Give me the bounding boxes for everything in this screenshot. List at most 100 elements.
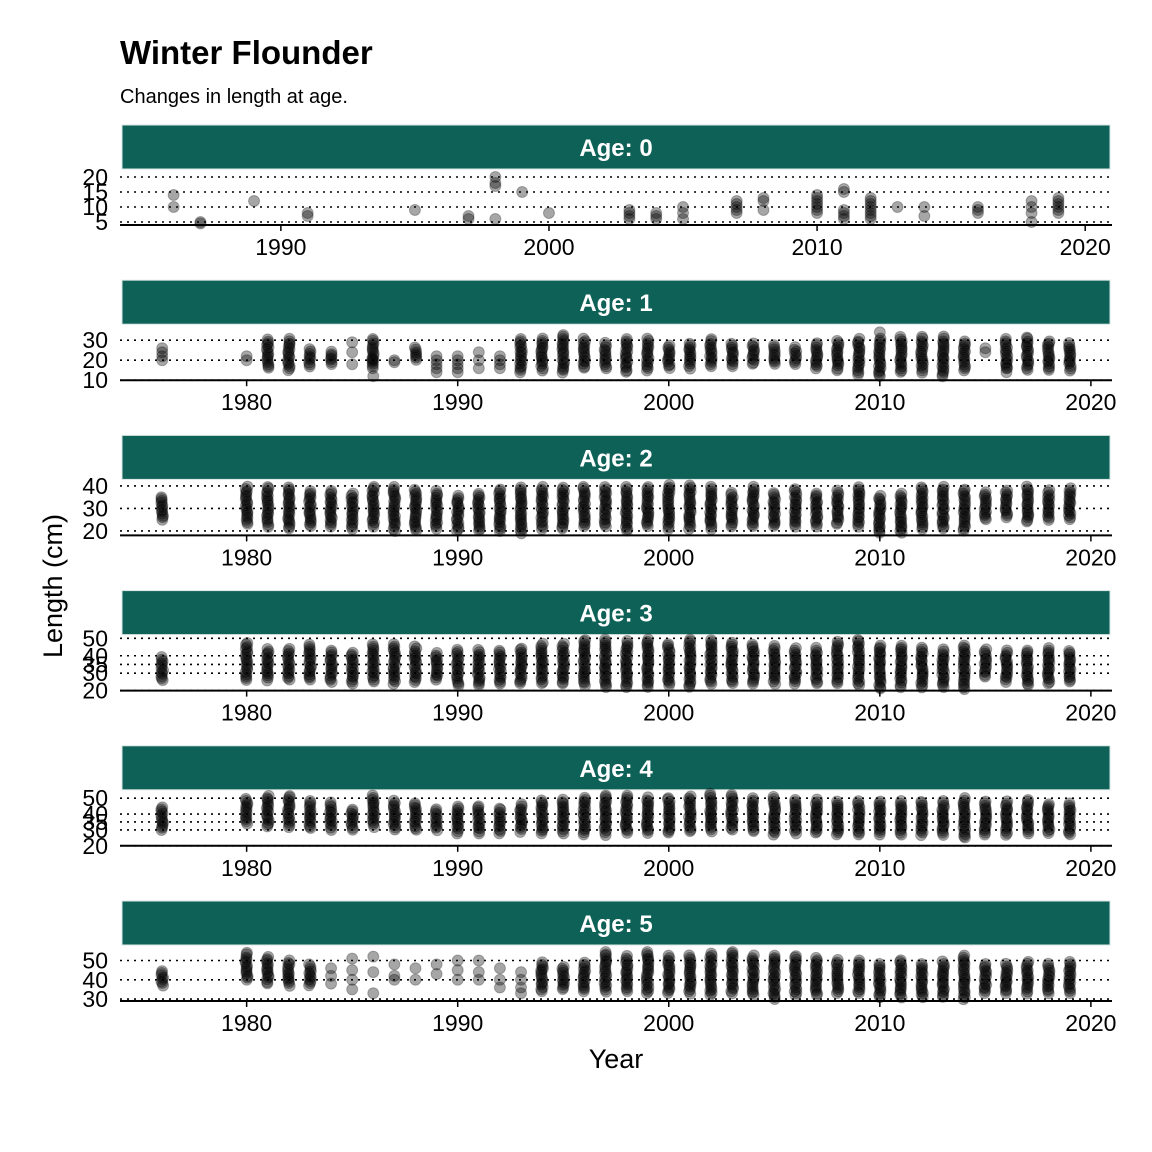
data-point [599, 345, 612, 358]
data-point [536, 338, 549, 351]
facet-strip [121, 124, 1111, 170]
data-point [895, 364, 908, 377]
data-point [156, 511, 169, 524]
data-point [641, 946, 654, 959]
data-point [388, 356, 401, 369]
data-point [747, 337, 760, 350]
data-point [346, 501, 359, 514]
data-point [366, 495, 379, 508]
data-point [262, 347, 275, 360]
data-point [408, 483, 421, 496]
data-point [683, 341, 696, 354]
data-point [577, 332, 590, 345]
data-point [1020, 351, 1033, 364]
data-point [599, 352, 612, 365]
data-point [873, 326, 886, 339]
data-point [620, 365, 633, 378]
data-point [346, 495, 359, 508]
data-point [388, 520, 401, 533]
data-point [683, 355, 696, 368]
data-point [894, 354, 907, 367]
data-point [303, 638, 316, 651]
data-point [999, 337, 1012, 350]
data-point [240, 501, 253, 514]
data-point [852, 339, 865, 352]
data-point [730, 207, 743, 219]
data-point [853, 332, 866, 345]
data-point [957, 351, 970, 364]
data-point [620, 343, 633, 356]
data-point [936, 349, 949, 362]
data-point [409, 489, 422, 502]
data-point [705, 341, 718, 354]
data-point [757, 204, 770, 216]
data-point [598, 480, 611, 493]
data-point [999, 332, 1012, 345]
data-point [283, 520, 296, 533]
data-point [683, 349, 696, 362]
data-point [282, 510, 295, 523]
data-point [768, 355, 781, 368]
data-point [1043, 351, 1056, 364]
data-point [387, 485, 400, 498]
y-tick-label: 30 [82, 495, 108, 521]
data-point [431, 489, 444, 502]
data-point [1052, 198, 1065, 210]
data-point [261, 351, 274, 364]
data-point [937, 345, 950, 358]
data-point [303, 343, 316, 356]
data-point [705, 634, 718, 647]
data-point [623, 210, 636, 222]
data-point [325, 356, 338, 369]
data-point [283, 501, 296, 514]
data-point [387, 794, 400, 807]
data-point [831, 334, 844, 347]
data-point [726, 358, 739, 371]
data-point [726, 354, 739, 367]
data-point [725, 788, 738, 801]
x-tick-label: 2000 [523, 234, 574, 260]
data-point [1042, 354, 1055, 367]
data-point [389, 491, 402, 504]
data-point [367, 487, 380, 500]
data-point [283, 513, 296, 526]
data-point [262, 507, 275, 520]
data-point [831, 352, 844, 365]
data-point [409, 348, 422, 361]
data-point [852, 349, 865, 362]
facet-strip-label: Age: 5 [579, 911, 652, 938]
y-tick-label: 50 [82, 948, 108, 974]
data-point [304, 509, 317, 522]
data-point [1022, 358, 1035, 371]
data-point [241, 636, 254, 649]
y-tick-label: 20 [82, 347, 108, 373]
data-point [262, 950, 275, 963]
data-point [683, 343, 696, 356]
data-point [325, 484, 338, 497]
data-point [304, 499, 317, 512]
data-point [704, 339, 717, 352]
data-point [388, 501, 401, 514]
data-point [410, 491, 423, 504]
data-point [346, 983, 359, 996]
data-point [303, 358, 316, 371]
data-point [282, 353, 295, 366]
data-point [725, 352, 738, 365]
data-point [937, 365, 950, 378]
data-point [683, 353, 696, 366]
data-point [494, 483, 507, 496]
data-point [578, 339, 591, 352]
data-point [167, 189, 180, 201]
data-point [325, 349, 338, 362]
data-point [663, 358, 676, 371]
data-point [852, 355, 865, 368]
data-point [620, 350, 633, 363]
data-point [918, 201, 931, 213]
data-point [431, 499, 444, 512]
x-tick-label: 2000 [643, 544, 694, 570]
data-point [1021, 337, 1034, 350]
data-point [366, 339, 379, 352]
data-point [600, 360, 613, 373]
data-point [557, 335, 570, 348]
data-point [577, 341, 590, 354]
